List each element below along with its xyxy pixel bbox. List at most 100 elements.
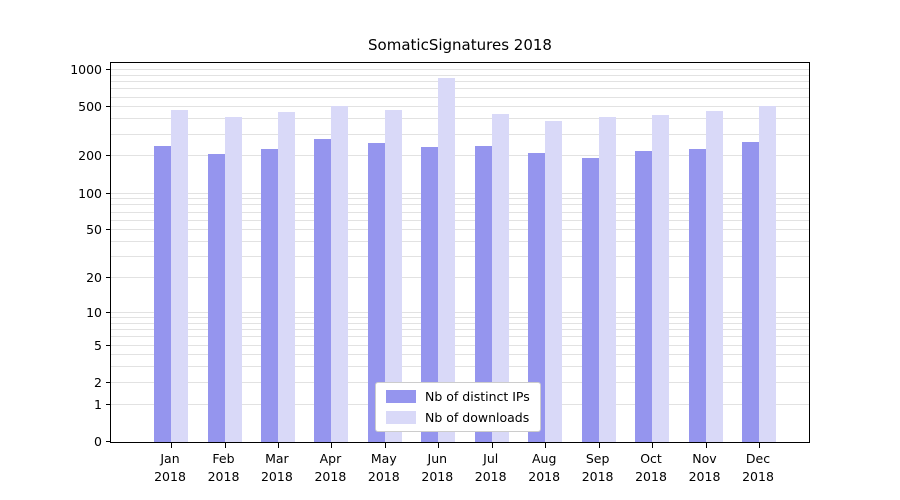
x-tick-label: May 2018 — [352, 450, 416, 486]
bar-distinct-ips — [635, 151, 652, 442]
y-tick-label: 200 — [78, 148, 102, 164]
x-tick-label-line: Nov — [692, 451, 717, 466]
x-tick-label-line: Apr — [319, 451, 342, 466]
gridline — [111, 311, 809, 313]
bar-distinct-ips — [314, 139, 332, 442]
gridline — [111, 69, 809, 70]
gridline — [111, 317, 809, 318]
x-tick-label-line: 2018 — [474, 469, 507, 485]
bar-distinct-ips — [260, 149, 278, 442]
gridline — [111, 81, 809, 82]
plot-area: Nb of distinct IPs Nb of downloads — [106, 62, 810, 448]
gridline — [111, 74, 809, 76]
bar-distinct-ips — [207, 154, 225, 442]
x-tick-label-line: Dec — [745, 451, 771, 466]
legend-entry-downloads: Nb of downloads — [386, 410, 530, 425]
gridline — [111, 256, 809, 258]
x-tick — [384, 443, 386, 448]
bar-downloads — [277, 111, 295, 442]
gridline — [111, 198, 809, 200]
x-tick — [171, 443, 172, 448]
x-tick-label: Sep 2018 — [566, 450, 630, 486]
y-tick — [106, 403, 111, 405]
x-tick-label: Jan 2018 — [138, 450, 202, 486]
x-tick-label-line: 2018 — [154, 469, 186, 485]
y-tick-label: 100 — [78, 185, 102, 201]
bar-distinct-ips — [421, 146, 439, 442]
y-tick-label: 20 — [86, 270, 102, 286]
legend-swatch-distinct-ips — [386, 390, 416, 403]
bar-downloads — [384, 110, 402, 442]
bar-downloads — [705, 111, 723, 442]
x-tick — [438, 443, 440, 448]
bar-distinct-ips — [528, 152, 546, 442]
x-tick — [652, 443, 653, 448]
bar-downloads — [224, 117, 242, 442]
x-tick-label-line: 2018 — [742, 469, 774, 485]
bar-downloads — [545, 120, 563, 442]
gridline — [111, 118, 809, 120]
x-tick-label: Oct 2018 — [619, 450, 683, 486]
x-tick — [224, 443, 226, 448]
gridline — [111, 344, 809, 346]
gridline — [111, 192, 809, 194]
y-tick — [106, 311, 111, 313]
x-tick-label-line: 2018 — [260, 469, 293, 485]
x-tick-label-line: Jul — [483, 451, 499, 466]
y-tick-label: 2 — [94, 374, 102, 390]
y-tick-label: 500 — [78, 99, 102, 115]
x-tick — [545, 443, 547, 448]
y-tick — [106, 192, 111, 194]
y-axis-labels: 0 1 2 5 10 20 50 100 200 500 1000 — [0, 62, 102, 449]
bar-downloads — [491, 113, 509, 442]
gridline — [111, 329, 809, 330]
x-tick-label-line: May — [370, 451, 397, 466]
gridline — [111, 211, 809, 213]
x-tick-label: Aug 2018 — [512, 450, 576, 486]
legend-label-downloads: Nb of downloads — [425, 410, 530, 425]
bar-distinct-ips — [154, 145, 171, 442]
y-tick — [106, 69, 111, 70]
gridline — [111, 106, 809, 108]
gridline — [111, 88, 809, 90]
bar-distinct-ips — [742, 142, 759, 442]
y-tick — [106, 155, 111, 157]
gridline — [111, 366, 809, 368]
gridline — [111, 155, 809, 157]
x-tick-label-line: Jun — [427, 451, 448, 466]
bar-downloads — [759, 106, 776, 442]
x-tick — [277, 443, 279, 448]
legend-swatch-downloads — [386, 411, 416, 424]
gridline — [111, 354, 809, 356]
bar-downloads — [438, 77, 456, 442]
y-tick — [106, 229, 111, 231]
gridline — [111, 219, 809, 221]
bar-distinct-ips — [367, 143, 385, 442]
bar-downloads — [598, 116, 616, 442]
bar-downloads — [171, 109, 188, 442]
x-tick-label-line: 2018 — [528, 469, 561, 485]
y-tick-label: 1 — [94, 396, 102, 412]
y-tick — [106, 277, 111, 279]
x-tick-label-line: 2018 — [367, 469, 400, 485]
y-tick-label: 5 — [94, 337, 102, 353]
x-tick-label-line: 2018 — [314, 469, 347, 485]
x-tick-label-line: Oct — [640, 451, 662, 466]
y-tick — [106, 106, 111, 108]
x-tick-label-line: 2018 — [581, 469, 614, 485]
gridline — [111, 322, 809, 324]
x-tick — [705, 443, 707, 448]
gridline — [111, 229, 809, 231]
y-tick-label: 50 — [86, 222, 102, 238]
gridline — [111, 336, 809, 338]
bar-distinct-ips — [688, 149, 706, 442]
bar-downloads — [652, 114, 669, 442]
x-tick-label: Dec 2018 — [726, 450, 790, 486]
x-tick-label: Jun 2018 — [405, 450, 469, 486]
x-tick-label-line: Sep — [585, 451, 610, 466]
x-axis-labels: Jan 2018 Feb 2018 Mar 2018 Apr 2018 May 2018 Jun 20… — [110, 450, 810, 492]
x-tick-label: Mar 2018 — [245, 450, 309, 486]
gridline — [111, 241, 809, 242]
x-tick — [331, 443, 333, 448]
x-tick-label-line: 2018 — [421, 469, 454, 485]
